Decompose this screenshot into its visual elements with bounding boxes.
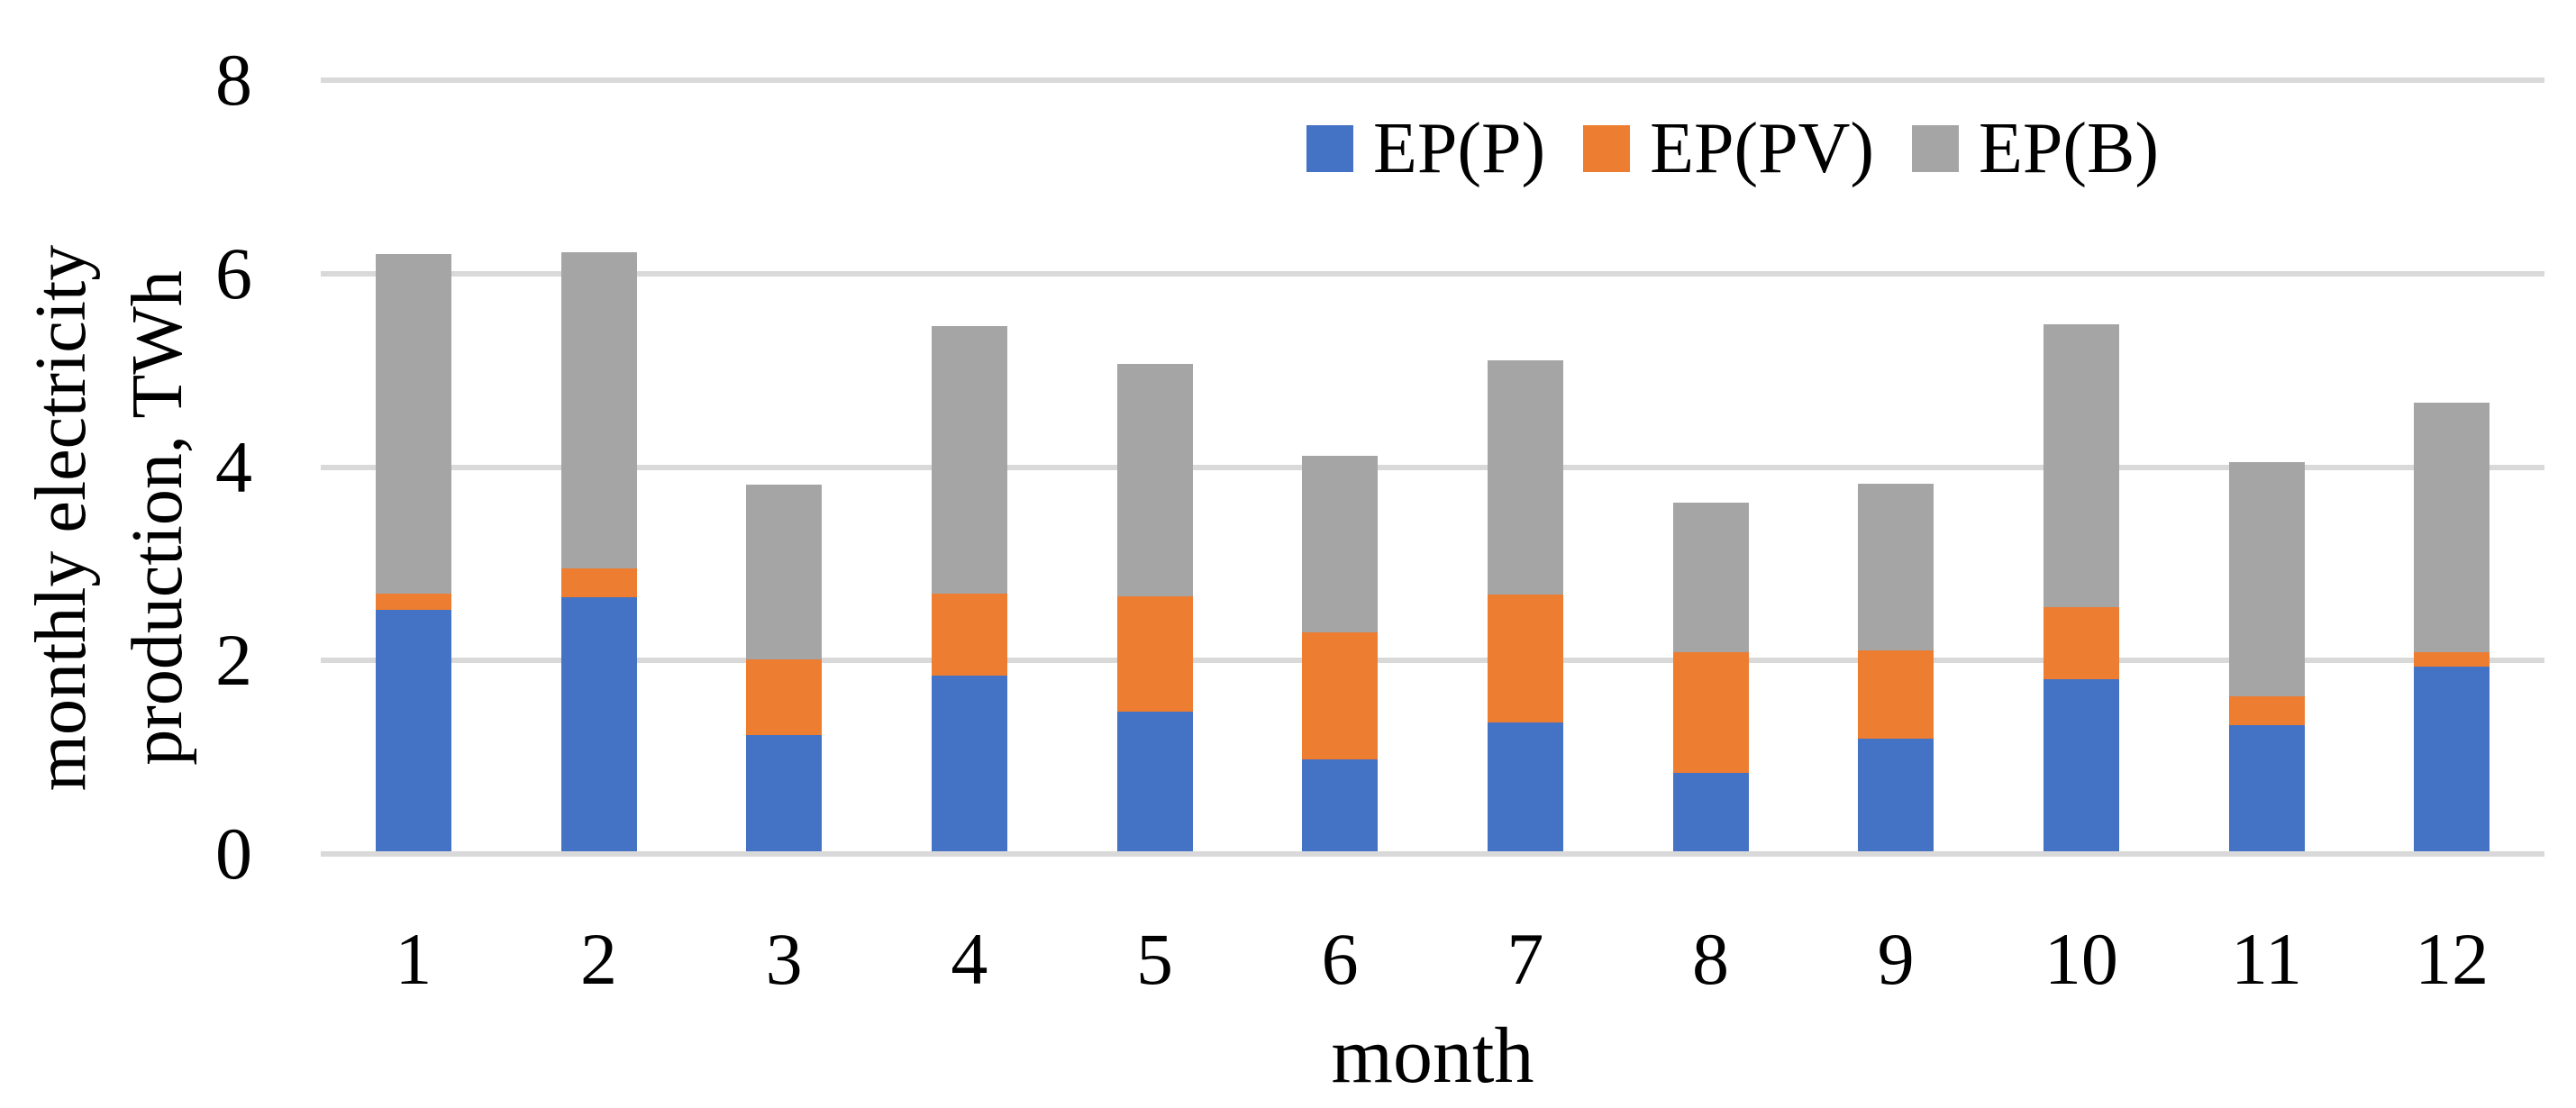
bar-segment-epp-month-6 bbox=[1302, 758, 1379, 851]
legend-swatch-icon bbox=[1583, 125, 1631, 172]
bar-segment-epp-month-10 bbox=[2043, 678, 2119, 851]
legend-label: EP(P) bbox=[1373, 108, 1546, 188]
x-axis-title: month bbox=[1331, 1013, 1534, 1100]
x-tick-label-6: 6 bbox=[1321, 918, 1359, 1000]
bar-segment-epp-month-11 bbox=[2228, 725, 2305, 851]
y-axis-title-line-1: monthly electricity bbox=[22, 244, 101, 792]
legend-item-eppv: EP(PV) bbox=[1583, 108, 1874, 190]
bar-segment-eppv-month-7 bbox=[1487, 595, 1563, 723]
bar-segment-epb-month-9 bbox=[1858, 483, 1934, 650]
bar-segment-eppv-month-12 bbox=[2414, 651, 2490, 667]
bar-segment-eppv-month-6 bbox=[1302, 632, 1379, 759]
bar-segment-eppv-month-4 bbox=[931, 594, 1007, 676]
bar-segment-eppv-month-11 bbox=[2228, 696, 2305, 726]
bar-segment-epb-month-2 bbox=[560, 252, 637, 569]
x-tick-label-4: 4 bbox=[951, 918, 988, 1000]
gridline-y-2 bbox=[321, 658, 2544, 664]
bar-segment-eppv-month-1 bbox=[375, 594, 451, 610]
bar-segment-epp-month-12 bbox=[2414, 666, 2490, 851]
bar-segment-eppv-month-10 bbox=[2043, 607, 2119, 679]
x-tick-label-5: 5 bbox=[1136, 918, 1173, 1000]
y-axis-title: monthly electricity production, TWh bbox=[14, 245, 206, 791]
bar-segment-epb-month-1 bbox=[375, 254, 451, 595]
bar-segment-eppv-month-9 bbox=[1858, 649, 1934, 740]
bar-segment-epb-month-8 bbox=[1672, 503, 1749, 652]
legend-item-epb: EP(B) bbox=[1912, 108, 2159, 190]
x-tick-label-1: 1 bbox=[395, 918, 432, 1000]
bar-segment-epb-month-12 bbox=[2414, 402, 2490, 652]
legend-swatch-icon bbox=[1306, 125, 1353, 172]
gridline-y-6 bbox=[321, 270, 2544, 277]
y-tick-label-0: 0 bbox=[215, 813, 252, 895]
y-axis-title-line-2: production, TWh bbox=[118, 270, 197, 766]
bar-segment-eppv-month-2 bbox=[560, 568, 637, 597]
bar-segment-epp-month-3 bbox=[746, 735, 823, 851]
bar-segment-eppv-month-3 bbox=[746, 659, 823, 736]
y-tick-label-2: 2 bbox=[215, 619, 252, 702]
bar-segment-epb-month-7 bbox=[1487, 359, 1563, 595]
x-tick-label-12: 12 bbox=[2415, 918, 2490, 1000]
x-tick-label-8: 8 bbox=[1692, 918, 1729, 1000]
legend-item-epp: EP(P) bbox=[1306, 108, 1545, 190]
bar-segment-epp-month-8 bbox=[1672, 773, 1749, 851]
legend-label: EP(B) bbox=[1979, 108, 2160, 188]
x-tick-label-10: 10 bbox=[2044, 918, 2118, 1000]
x-tick-label-3: 3 bbox=[765, 918, 803, 1000]
bar-segment-eppv-month-5 bbox=[1116, 595, 1193, 713]
gridline-y-8 bbox=[321, 77, 2544, 83]
gridline-y-0 bbox=[321, 851, 2544, 857]
x-tick-label-2: 2 bbox=[580, 918, 617, 1000]
bar-segment-epp-month-4 bbox=[931, 675, 1007, 851]
bar-segment-epp-month-7 bbox=[1487, 722, 1563, 851]
legend-label: EP(PV) bbox=[1650, 108, 1875, 188]
bar-segment-epb-month-10 bbox=[2043, 323, 2119, 608]
bar-segment-epb-month-5 bbox=[1116, 363, 1193, 596]
x-tick-label-7: 7 bbox=[1506, 918, 1544, 1000]
y-tick-label-8: 8 bbox=[215, 39, 252, 121]
x-tick-label-9: 9 bbox=[1877, 918, 1915, 1000]
bar-segment-epp-month-1 bbox=[375, 609, 451, 851]
y-tick-label-6: 6 bbox=[215, 232, 252, 314]
bar-segment-epp-month-9 bbox=[1858, 739, 1934, 851]
bar-segment-epp-month-5 bbox=[1116, 712, 1193, 851]
x-tick-label-11: 11 bbox=[2231, 918, 2302, 1000]
bar-segment-eppv-month-8 bbox=[1672, 651, 1749, 774]
y-tick-label-4: 4 bbox=[215, 425, 252, 508]
legend: EP(P) EP(PV) EP(B) bbox=[1306, 104, 2159, 194]
bar-segment-epb-month-4 bbox=[931, 325, 1007, 595]
bar-segment-epp-month-2 bbox=[560, 596, 637, 851]
gridline-y-4 bbox=[321, 464, 2544, 470]
bar-segment-epb-month-6 bbox=[1302, 455, 1379, 633]
bar-segment-epb-month-3 bbox=[746, 485, 823, 660]
bar-segment-epb-month-11 bbox=[2228, 462, 2305, 697]
legend-swatch-icon bbox=[1912, 125, 1960, 172]
